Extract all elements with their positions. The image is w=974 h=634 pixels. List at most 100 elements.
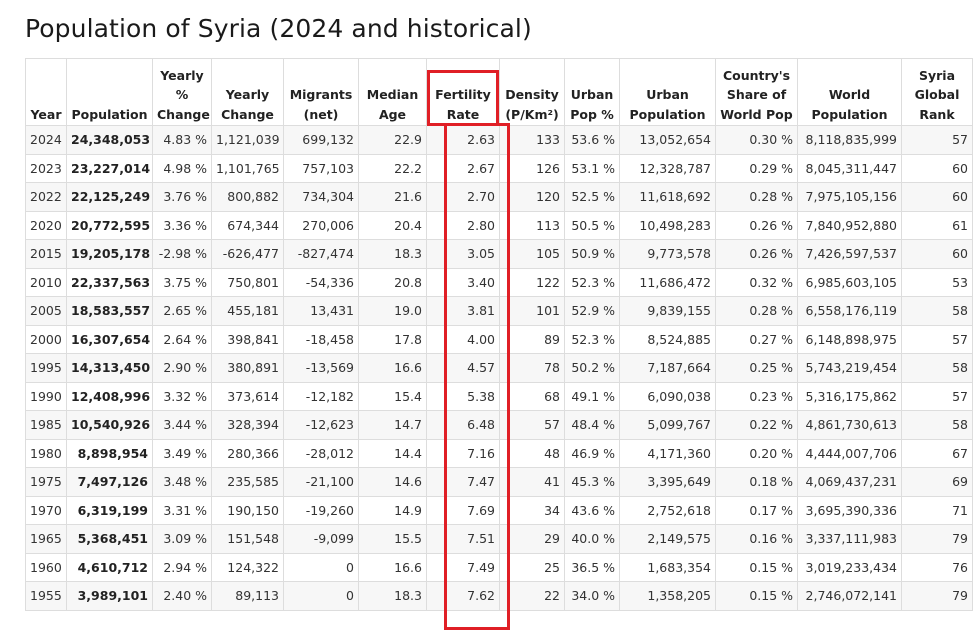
cell-urban-pop-pct: 40.0 % (564, 524, 620, 554)
table-row: 2020 20,772,595 3.36 % 674,344 270,006 20.4 2.… (25, 210, 973, 240)
cell-share-of-world-pop: 0.23 % (715, 381, 798, 411)
cell-world-population: 5,316,175,862 (797, 381, 902, 411)
cell-yearly-change: 190,150 (211, 495, 284, 525)
cell-yearly-pct-change: 3.31 % (152, 495, 212, 525)
table-row: 2010 22,337,563 3.75 % 750,801 -54,336 20.8 3.… (25, 267, 973, 297)
column-header-fertility-rate[interactable]: Fertility Rate (426, 58, 500, 126)
table-row: 2015 19,205,178 -2.98 % -626,477 -827,474 18.… (25, 239, 973, 269)
column-header-world-population[interactable]: World Population (797, 58, 902, 126)
cell-median-age: 17.8 (358, 324, 427, 354)
cell-global-rank: 76 (901, 552, 973, 582)
cell-migrants-net: -18,458 (283, 324, 359, 354)
cell-fertility-rate: 7.16 (426, 438, 500, 468)
cell-median-age: 16.6 (358, 353, 427, 383)
cell-population: 22,125,249 (66, 182, 153, 212)
cell-urban-pop-pct: 52.5 % (564, 182, 620, 212)
column-header-share-of-world-pop[interactable]: Country's Share of World Pop (715, 58, 798, 126)
cell-yearly-change: -626,477 (211, 239, 284, 269)
cell-yearly-pct-change: 2.40 % (152, 581, 212, 611)
cell-urban-pop-pct: 48.4 % (564, 410, 620, 440)
cell-share-of-world-pop: 0.15 % (715, 552, 798, 582)
cell-fertility-rate: 7.51 (426, 524, 500, 554)
cell-urban-pop-pct: 49.1 % (564, 381, 620, 411)
column-header-migrants-net[interactable]: Migrants (net) (283, 58, 359, 126)
cell-fertility-rate: 3.40 (426, 267, 500, 297)
cell-yearly-pct-change: 4.98 % (152, 153, 212, 183)
cell-share-of-world-pop: 0.26 % (715, 239, 798, 269)
table-body: 2024 24,348,053 4.83 % 1,121,039 699,132 22.9… (25, 125, 973, 611)
cell-density: 113 (499, 210, 565, 240)
table-row: 1965 5,368,451 3.09 % 151,548 -9,099 15.5 7.51… (25, 524, 973, 554)
cell-urban-population: 1,358,205 (619, 581, 716, 611)
cell-fertility-rate: 7.69 (426, 495, 500, 525)
cell-yearly-pct-change: 3.44 % (152, 410, 212, 440)
cell-world-population: 8,118,835,999 (797, 125, 902, 155)
cell-population: 5,368,451 (66, 524, 153, 554)
cell-urban-pop-pct: 50.2 % (564, 353, 620, 383)
cell-global-rank: 58 (901, 296, 973, 326)
cell-fertility-rate: 6.48 (426, 410, 500, 440)
cell-yearly-change: 1,121,039 (211, 125, 284, 155)
cell-urban-pop-pct: 45.3 % (564, 467, 620, 497)
cell-year: 1960 (25, 552, 67, 582)
cell-migrants-net: -12,623 (283, 410, 359, 440)
cell-urban-population: 11,686,472 (619, 267, 716, 297)
column-header-population[interactable]: Population (66, 58, 153, 126)
cell-global-rank: 57 (901, 381, 973, 411)
cell-global-rank: 79 (901, 524, 973, 554)
cell-median-age: 16.6 (358, 552, 427, 582)
cell-global-rank: 60 (901, 153, 973, 183)
cell-median-age: 22.2 (358, 153, 427, 183)
cell-year: 2020 (25, 210, 67, 240)
cell-yearly-change: 380,891 (211, 353, 284, 383)
cell-fertility-rate: 7.47 (426, 467, 500, 497)
cell-migrants-net: -9,099 (283, 524, 359, 554)
table-row: 1985 10,540,926 3.44 % 328,394 -12,623 14.7 6.… (25, 410, 973, 440)
cell-urban-population: 9,773,578 (619, 239, 716, 269)
column-header-density[interactable]: Density (P/Km²) (499, 58, 565, 126)
cell-world-population: 4,861,730,613 (797, 410, 902, 440)
cell-urban-population: 3,395,649 (619, 467, 716, 497)
cell-density: 48 (499, 438, 565, 468)
header-row: Year Population Yearly % Change Yearly Chan… (25, 58, 973, 126)
column-header-urban-population[interactable]: Urban Population (619, 58, 716, 126)
cell-yearly-pct-change: 2.94 % (152, 552, 212, 582)
table-row: 1975 7,497,126 3.48 % 235,585 -21,100 14.6 7.4… (25, 467, 973, 497)
cell-yearly-change: 398,841 (211, 324, 284, 354)
cell-yearly-pct-change: 2.90 % (152, 353, 212, 383)
cell-yearly-pct-change: 3.49 % (152, 438, 212, 468)
cell-yearly-change: 455,181 (211, 296, 284, 326)
cell-population: 10,540,926 (66, 410, 153, 440)
cell-population: 14,313,450 (66, 353, 153, 383)
cell-global-rank: 61 (901, 210, 973, 240)
column-header-yearly-change[interactable]: Yearly Change (211, 58, 284, 126)
cell-median-age: 15.4 (358, 381, 427, 411)
column-header-yearly-pct-change[interactable]: Yearly % Change (152, 58, 212, 126)
cell-world-population: 7,975,105,156 (797, 182, 902, 212)
cell-year: 2000 (25, 324, 67, 354)
column-header-urban-pop-pct[interactable]: Urban Pop % (564, 58, 620, 126)
cell-migrants-net: -54,336 (283, 267, 359, 297)
table-row: 2024 24,348,053 4.83 % 1,121,039 699,132 22.9… (25, 125, 973, 155)
population-table-container: Year Population Yearly % Change Yearly Chan… (25, 58, 973, 611)
table-row: 1960 4,610,712 2.94 % 124,322 0 16.6 7.49 25 36.… (25, 552, 973, 582)
cell-yearly-pct-change: 3.48 % (152, 467, 212, 497)
cell-world-population: 6,558,176,119 (797, 296, 902, 326)
cell-urban-pop-pct: 46.9 % (564, 438, 620, 468)
population-table: Year Population Yearly % Change Yearly Chan… (25, 58, 973, 611)
cell-yearly-change: 1,101,765 (211, 153, 284, 183)
cell-year: 2015 (25, 239, 67, 269)
cell-density: 78 (499, 353, 565, 383)
cell-urban-pop-pct: 52.9 % (564, 296, 620, 326)
cell-world-population: 2,746,072,141 (797, 581, 902, 611)
column-header-year[interactable]: Year (25, 58, 67, 126)
cell-year: 1995 (25, 353, 67, 383)
cell-population: 8,898,954 (66, 438, 153, 468)
cell-world-population: 7,426,597,537 (797, 239, 902, 269)
cell-world-population: 3,337,111,983 (797, 524, 902, 554)
cell-world-population: 8,045,311,447 (797, 153, 902, 183)
column-header-median-age[interactable]: Median Age (358, 58, 427, 126)
column-header-global-rank[interactable]: Syria Global Rank (901, 58, 973, 126)
cell-global-rank: 58 (901, 353, 973, 383)
cell-yearly-change: 124,322 (211, 552, 284, 582)
